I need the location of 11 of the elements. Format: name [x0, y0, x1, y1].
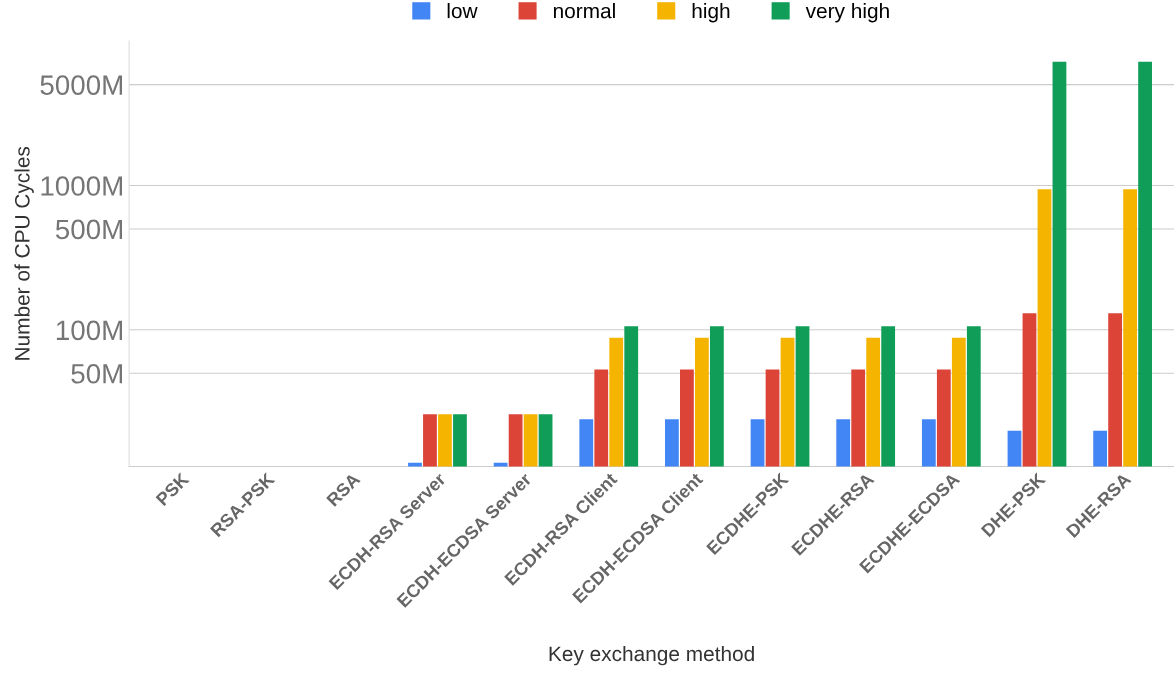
legend-label: very high: [805, 2, 889, 23]
legend-label: low: [447, 2, 478, 19]
x-axis-title: Key exchange method: [549, 645, 754, 666]
legend-label: normal: [553, 2, 615, 19]
y-tick-label: 100M: [56, 320, 123, 341]
y-tick-label: 50M: [71, 363, 122, 384]
y-tick-label: 500M: [55, 219, 123, 240]
y-tick-label: 1000M: [41, 176, 123, 196]
y-axis-title: Number of CPU Cycles: [14, 146, 34, 360]
y-tick-label: 5000M: [40, 75, 123, 95]
legend-label: high: [692, 2, 730, 23]
